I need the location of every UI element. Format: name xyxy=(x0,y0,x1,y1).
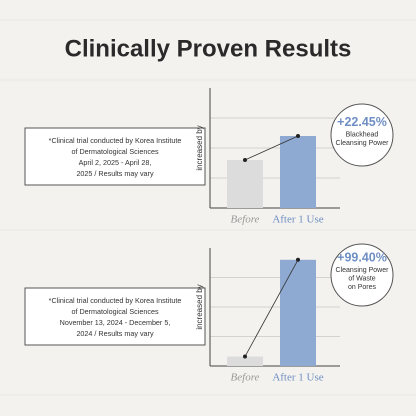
note-box xyxy=(24,127,206,186)
x-tick-label: Before xyxy=(231,214,260,226)
bar xyxy=(280,136,316,208)
note-text: of Dermatological Sciences xyxy=(71,307,158,316)
annotation-text: of Waste xyxy=(348,276,375,283)
annotation-text: Cleansing Power xyxy=(336,267,390,274)
note-text: November 13, 2024 - December 5, xyxy=(60,318,171,327)
annotation-text: Cleansing Power xyxy=(336,140,390,147)
note-text: of Dermatological Sciences xyxy=(71,147,158,156)
note-text: April 2, 2025 - April 28, xyxy=(79,158,152,167)
annotation-text: on Pores xyxy=(348,284,377,291)
connector xyxy=(244,259,299,357)
page-title: Clinically Proven Results xyxy=(65,35,352,62)
bar xyxy=(227,356,263,366)
note-text: 2024 / Results may vary xyxy=(76,329,154,338)
point xyxy=(296,257,300,262)
note-text: 2025 / Results may vary xyxy=(76,169,154,178)
point xyxy=(243,158,247,162)
paper-lines xyxy=(0,19,416,396)
point xyxy=(296,134,300,138)
point xyxy=(243,354,247,359)
annotation-value: +99.40% xyxy=(337,251,387,265)
bar xyxy=(227,160,263,208)
y-axis-label: increased by xyxy=(195,284,204,329)
x-tick-label: Before xyxy=(231,372,260,384)
note-box xyxy=(24,287,206,346)
y-axis-label: increased by xyxy=(195,125,204,170)
note-text: *Clinical trial conducted by Korea Insti… xyxy=(49,296,182,305)
annotation-circle xyxy=(330,243,394,307)
annotation-circle xyxy=(330,103,394,167)
x-tick-label: After 1 Use xyxy=(272,372,323,384)
annotation-value: +22.45% xyxy=(337,115,387,129)
connector xyxy=(244,135,299,161)
bar xyxy=(280,259,316,366)
x-tick-label: After 1 Use xyxy=(272,214,323,226)
note-text: *Clinical trial conducted by Korea Insti… xyxy=(49,136,182,145)
annotation-text: Blackhead xyxy=(346,131,379,138)
